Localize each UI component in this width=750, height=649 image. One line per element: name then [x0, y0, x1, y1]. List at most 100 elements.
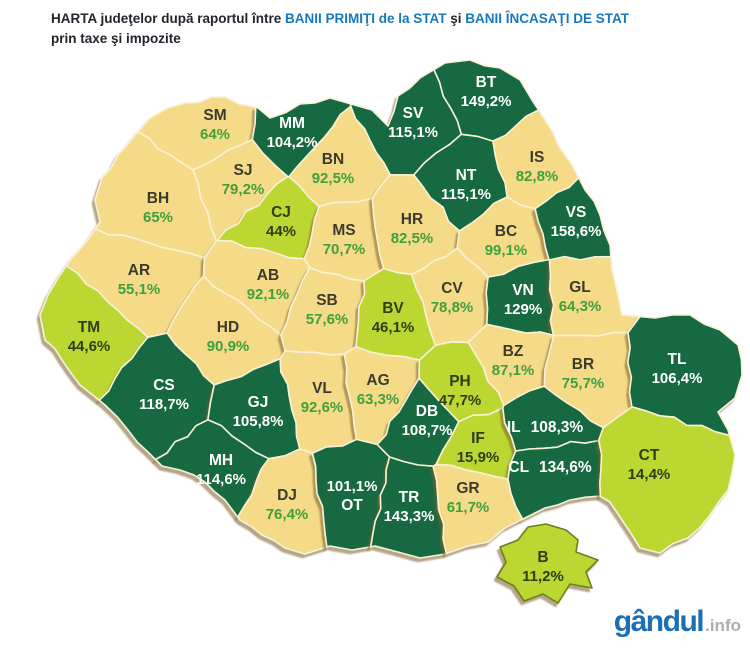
county-value: 82,5% — [391, 230, 434, 247]
county-value: 61,7% — [447, 499, 490, 516]
county-code: BZ — [503, 343, 524, 360]
county-IF-label: IF 15,9% — [457, 430, 500, 466]
county-value: 129% — [504, 301, 542, 318]
county-code: SM — [203, 107, 226, 124]
county-GJ-label: GJ 105,8% — [233, 394, 284, 430]
county-value: 78,8% — [431, 299, 474, 316]
county-GL-shape — [548, 255, 641, 337]
county-code: CL — [508, 459, 529, 476]
county-VN-label: VN 129% — [504, 282, 542, 318]
county-value: 11,2% — [522, 568, 564, 585]
county-value: 158,6% — [551, 223, 602, 240]
county-value: 101,1% — [327, 478, 378, 495]
county-shapes-layer — [39, 59, 743, 604]
county-value: 55,1% — [118, 281, 161, 298]
county-value: 149,2% — [461, 93, 512, 110]
county-value: 47,7% — [439, 392, 482, 409]
county-code: DJ — [277, 487, 297, 504]
county-code: TR — [399, 489, 420, 506]
county-code: IS — [530, 149, 545, 166]
county-value: 105,8% — [233, 413, 284, 430]
county-value: 63,3% — [357, 391, 400, 408]
county-CS-label: CS 118,7% — [139, 377, 189, 413]
gandul-logo-suffix: .info — [705, 616, 741, 635]
county-value: 75,7% — [562, 375, 605, 392]
county-DJ-label: DJ 76,4% — [266, 487, 309, 523]
county-code: PH — [449, 373, 471, 390]
county-value: 57,6% — [306, 311, 349, 328]
county-code: SV — [403, 105, 424, 122]
gandul-logo-name: gândul — [613, 605, 705, 638]
county-value: 115,1% — [441, 186, 491, 203]
county-code: BT — [476, 74, 497, 91]
county-BN-label: BN 92,5% — [312, 151, 355, 187]
title-segment: BANII PRIMIŢI de la STAT — [285, 11, 447, 26]
county-PH-label: PH 47,7% — [439, 373, 482, 409]
county-SV-label: SV 115,1% — [388, 105, 438, 141]
county-BZ-label: BZ 87,1% — [492, 343, 535, 379]
county-BH-label: BH 65% — [143, 190, 173, 226]
county-TM-label: TM 44,6% — [68, 319, 111, 355]
county-code: MM — [279, 115, 305, 132]
county-code: IL — [507, 419, 521, 436]
county-value: 114,6% — [196, 471, 246, 488]
county-HR-label: HR 82,5% — [391, 211, 434, 247]
county-code: GR — [456, 480, 479, 497]
county-OT-label: 101,1% OT — [327, 478, 378, 514]
county-value: 92,1% — [247, 286, 290, 303]
county-B-shape — [496, 523, 599, 604]
county-MS-label: MS 70,7% — [323, 222, 366, 258]
county-value: 76,4% — [266, 506, 309, 523]
county-code: CJ — [271, 204, 291, 221]
county-value: 92,5% — [312, 170, 355, 187]
county-SJ-label: SJ 79,2% — [222, 162, 265, 198]
county-code: BV — [382, 300, 404, 317]
county-code: VL — [312, 380, 332, 397]
county-TL-label: TL 106,4% — [652, 351, 703, 387]
county-code: VS — [566, 204, 587, 221]
county-IS-label: IS 82,8% — [516, 149, 559, 185]
county-code: CS — [153, 377, 175, 394]
county-AB-label: AB 92,1% — [247, 267, 290, 303]
county-GR-label: GR 61,7% — [447, 480, 490, 516]
county-CT-shape — [597, 406, 736, 554]
county-code: GL — [569, 279, 591, 296]
county-AR-label: AR 55,1% — [118, 262, 161, 298]
county-code: IF — [471, 430, 485, 447]
county-GR-shape — [432, 463, 524, 555]
county-CL-shape — [507, 439, 603, 520]
county-code: AG — [366, 372, 389, 389]
county-NT-label: NT 115,1% — [441, 167, 491, 203]
county-HD-label: HD 90,9% — [207, 319, 250, 355]
county-BV-label: BV 46,1% — [372, 300, 415, 336]
county-IL-label: IL 108,3% — [507, 419, 584, 436]
county-value: 14,4% — [628, 466, 671, 483]
county-code: BR — [572, 356, 594, 373]
county-CL-inline-label: CL 134,6% — [508, 459, 591, 476]
county-value: 118,7% — [139, 396, 189, 413]
county-CT-label: CT 14,4% — [628, 447, 671, 483]
county-value: 79,2% — [222, 181, 265, 198]
county-value: 106,4% — [652, 370, 703, 387]
county-code: HR — [401, 211, 423, 228]
county-value: 44,6% — [68, 338, 111, 355]
county-value: 46,1% — [372, 319, 415, 336]
county-code: CV — [441, 280, 463, 297]
county-value: 64,3% — [559, 298, 602, 315]
county-code: CT — [639, 447, 660, 464]
county-SB-label: SB 57,6% — [306, 292, 349, 328]
county-code: SB — [316, 292, 338, 309]
county-value: 82,8% — [516, 168, 559, 185]
county-labels-layer: SM 64% MM 104,2% BT 149,2% SV 115,1% IS 82,8% SJ 79… — [68, 74, 703, 585]
county-value: 90,9% — [207, 338, 250, 355]
county-BC-label: BC 99,1% — [485, 223, 528, 259]
county-code: SJ — [234, 162, 253, 179]
gandul-logo: gândul .info — [614, 605, 741, 639]
county-BR-label: BR 75,7% — [562, 356, 605, 392]
county-CL-label: CL 134,6% — [508, 459, 591, 476]
county-value: 44% — [266, 223, 296, 240]
county-DB-label: DB 108,7% — [402, 403, 453, 439]
county-GL-label: GL 64,3% — [559, 279, 602, 315]
county-code: BH — [147, 190, 169, 207]
